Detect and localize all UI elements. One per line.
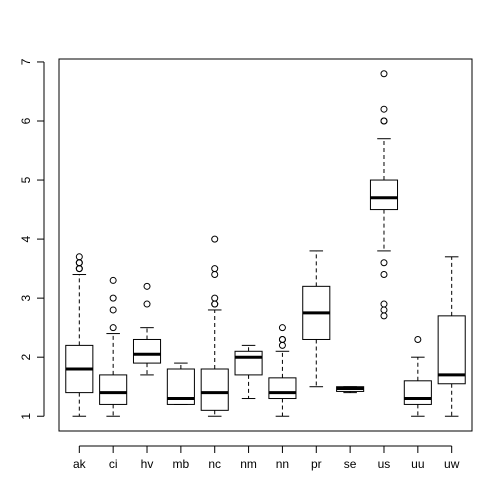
y-tick-label: 2 [19, 354, 33, 361]
outlier-point [380, 117, 388, 125]
box-nm [234, 344, 263, 400]
outlier-point [109, 294, 117, 302]
outlier-point [278, 335, 286, 343]
iqr-box [99, 374, 128, 405]
iqr-box [200, 368, 229, 411]
outlier-point [143, 282, 151, 290]
y-tick-label: 3 [19, 294, 33, 301]
y-tick-label: 6 [19, 117, 33, 124]
iqr-box [268, 377, 297, 400]
box-ak [65, 253, 94, 417]
iqr-box [234, 350, 263, 376]
x-axis: ak ci hv mb nc nm nn pr se us uu uw [73, 445, 460, 471]
outlier-point [109, 306, 117, 314]
box-se [336, 386, 365, 394]
box-nn [268, 324, 297, 417]
outlier-point [109, 276, 117, 284]
outlier-point [380, 312, 388, 320]
y-axis: 1 2 3 4 5 6 7 [19, 58, 45, 420]
outlier-point [380, 70, 388, 78]
x-tick-label-hv: hv [141, 457, 154, 471]
box-ci [99, 276, 128, 417]
box-uw [437, 256, 466, 417]
outlier-point [380, 105, 388, 113]
iqr-box [369, 179, 399, 211]
plot-frame [58, 58, 473, 432]
x-tick-label-uw: uw [444, 457, 460, 471]
box-pr [302, 250, 331, 388]
iqr-box [132, 338, 162, 364]
outlier-point [414, 335, 422, 343]
x-tick-label-mb: mb [173, 457, 190, 471]
outlier-point [211, 271, 219, 279]
outlier-point [211, 300, 219, 308]
x-tick-label-nn: nn [276, 457, 289, 471]
box-mb [166, 362, 195, 405]
y-tick-label: 7 [19, 58, 33, 65]
outlier-point [380, 306, 388, 314]
outlier-point [75, 265, 83, 273]
iqr-box [437, 315, 466, 385]
outlier-point [211, 294, 219, 302]
outlier-point [278, 341, 286, 349]
x-tick-label-ci: ci [109, 457, 118, 471]
outlier-point [278, 324, 286, 332]
x-tick-label-nm: nm [240, 457, 257, 471]
x-tick-label-pr: pr [311, 457, 322, 471]
outlier-point [75, 253, 83, 261]
outlier-point [211, 265, 219, 273]
x-tick-label-ak: ak [73, 457, 87, 471]
y-tick-label: 5 [19, 176, 33, 183]
outlier-point [109, 324, 117, 332]
x-tick-label-nc: nc [208, 457, 221, 471]
x-tick-label-se: se [344, 457, 357, 471]
outlier-point [75, 259, 83, 267]
outlier-point [380, 300, 388, 308]
outlier-point [143, 300, 151, 308]
x-tick-label-uu: uu [411, 457, 424, 471]
outlier-point [380, 259, 388, 267]
outlier-point [211, 235, 219, 243]
box-uu [403, 335, 432, 417]
y-tick-label: 4 [19, 235, 33, 242]
box-hv [132, 282, 162, 376]
x-tick-label-us: us [378, 457, 391, 471]
box-us [369, 70, 399, 320]
y-tick-label: 1 [19, 413, 33, 420]
iqr-box [403, 380, 432, 405]
boxes [65, 70, 466, 417]
box-nc [200, 235, 229, 417]
outlier-point [380, 271, 388, 279]
